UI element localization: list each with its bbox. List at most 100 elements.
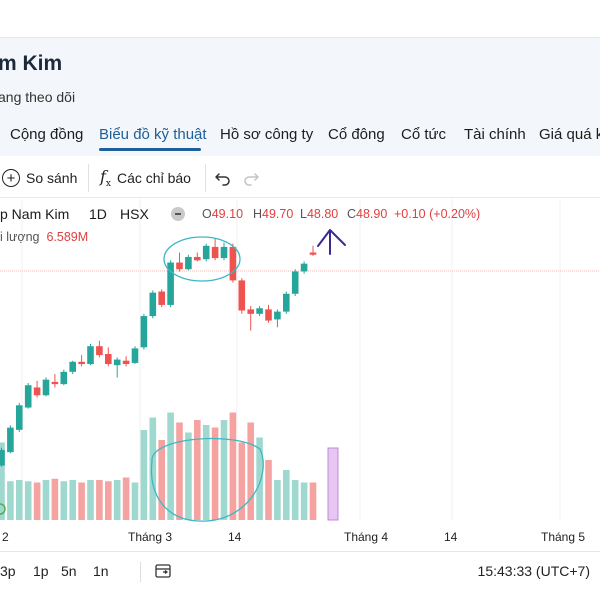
close-value: 48.90	[356, 207, 388, 221]
candle-body	[176, 262, 183, 270]
top-strip	[0, 0, 600, 38]
candle-body	[238, 280, 246, 311]
low-value: 48.80	[306, 207, 339, 221]
volume-bar	[122, 477, 130, 520]
tab-tai-chinh[interactable]: Tài chính	[464, 126, 526, 143]
highlight-volume-bar	[327, 447, 339, 521]
volume-bar	[238, 442, 246, 520]
undo-icon	[215, 173, 230, 186]
date-range-button[interactable]	[154, 562, 172, 585]
redo-icon	[244, 173, 259, 186]
volume-bar	[194, 420, 201, 520]
follow-count-text: ang theo dõi	[0, 89, 76, 105]
candle-body	[300, 263, 308, 272]
volume-bar	[113, 480, 121, 520]
candlesticks	[0, 238, 317, 467]
candle-body	[42, 379, 50, 396]
candle-body	[158, 291, 165, 305]
volume-legend: i lượng 6.589M	[0, 230, 88, 244]
period-1n[interactable]: 1n	[93, 563, 109, 579]
compare-button[interactable]: + So sánh	[2, 166, 77, 190]
tab-gia-qua-khu[interactable]: Giá quá kh	[539, 126, 600, 143]
candle-body	[211, 246, 219, 259]
time-axis[interactable]: 2 Tháng 3 14 Tháng 4 14 Tháng 5	[0, 524, 600, 550]
bottom-divider	[140, 562, 141, 582]
volume-bar	[140, 430, 148, 520]
price-annotation-circle	[163, 236, 241, 282]
volume-bar	[60, 481, 68, 520]
volume-label: i lượng	[0, 230, 40, 244]
period-3p[interactable]: 3p	[0, 563, 16, 579]
tab-co-tuc[interactable]: Cổ tức	[401, 126, 447, 143]
tab-cong-dong[interactable]: Cộng đồng	[10, 126, 84, 143]
volume-value: 6.589M	[46, 230, 89, 244]
candle-body	[78, 361, 85, 365]
marker-circle	[0, 503, 6, 515]
volume-bar	[69, 480, 76, 520]
candle-body	[309, 252, 317, 255]
candle-body	[202, 245, 210, 260]
candle-body	[69, 361, 76, 372]
candle-body	[0, 449, 5, 466]
volume-bar	[167, 412, 174, 520]
volume-bar	[16, 480, 23, 520]
volume-bars	[0, 412, 317, 520]
candle-body	[24, 385, 32, 408]
candle-body	[149, 292, 157, 317]
candle-body	[131, 348, 139, 363]
candle-body	[185, 256, 192, 270]
indicators-button[interactable]: fx Các chỉ báo	[100, 166, 191, 190]
collapse-legend-icon[interactable]	[171, 207, 185, 221]
ohlc-high: H49.70	[253, 207, 293, 221]
tab-bieu-do-ky-thuat[interactable]: Biểu đồ kỹ thuật	[99, 126, 207, 143]
undo-button[interactable]	[214, 166, 232, 190]
volume-bar	[7, 481, 14, 520]
x-tick: Tháng 4	[344, 530, 389, 544]
period-5n[interactable]: 5n	[61, 563, 77, 579]
volume-bar	[291, 480, 299, 520]
volume-bar	[265, 460, 272, 520]
redo-button[interactable]	[242, 166, 260, 190]
candle-body	[220, 246, 228, 259]
chart-grid	[21, 199, 561, 520]
volume-bar	[229, 412, 237, 520]
bottom-bar: 3p 1p 5n 1n 15:43:33 (UTC+7)	[0, 551, 600, 600]
candle-body	[194, 256, 201, 261]
volume-bar	[176, 422, 183, 520]
volume-bar	[78, 482, 85, 520]
period-1p[interactable]: 1p	[33, 563, 49, 579]
ohlc-change: +0.10 (+0.20%)	[394, 207, 480, 221]
interval-label[interactable]: 1D	[89, 206, 107, 222]
tab-ho-so-cong-ty[interactable]: Hồ sơ công ty	[220, 126, 314, 143]
function-icon: fx	[100, 166, 111, 190]
candle-body	[256, 308, 263, 314]
low-label: L	[300, 207, 307, 221]
change-value: +0.10 (+0.20%)	[394, 207, 481, 221]
symbol-name: p Nam Kim	[0, 206, 70, 222]
volume-bar	[274, 480, 281, 520]
candle-body	[87, 346, 94, 365]
high-value: 49.70	[262, 207, 294, 221]
open-value: 49.10	[211, 207, 244, 221]
close-label: C	[347, 207, 357, 221]
high-label: H	[253, 207, 263, 221]
exchange-label: HSX	[120, 206, 149, 222]
volume-bar	[24, 481, 32, 520]
candle-body	[229, 246, 237, 281]
volume-bar	[96, 480, 103, 520]
volume-bar	[256, 437, 263, 520]
candle-body	[33, 387, 41, 396]
candle-body	[291, 271, 299, 294]
volume-bar	[247, 422, 254, 520]
tab-co-dong[interactable]: Cổ đông	[328, 126, 385, 143]
volume-bar	[309, 482, 317, 520]
volume-bar	[33, 482, 41, 520]
candle-body	[140, 316, 148, 348]
price-chart[interactable]	[0, 199, 600, 549]
candle-body	[16, 405, 23, 430]
volume-annotation-circle	[150, 437, 264, 522]
x-tick: 2	[2, 530, 9, 544]
x-tick: Tháng 3	[128, 530, 173, 544]
indicators-label: Các chỉ báo	[117, 170, 191, 186]
volume-bar	[149, 417, 157, 520]
